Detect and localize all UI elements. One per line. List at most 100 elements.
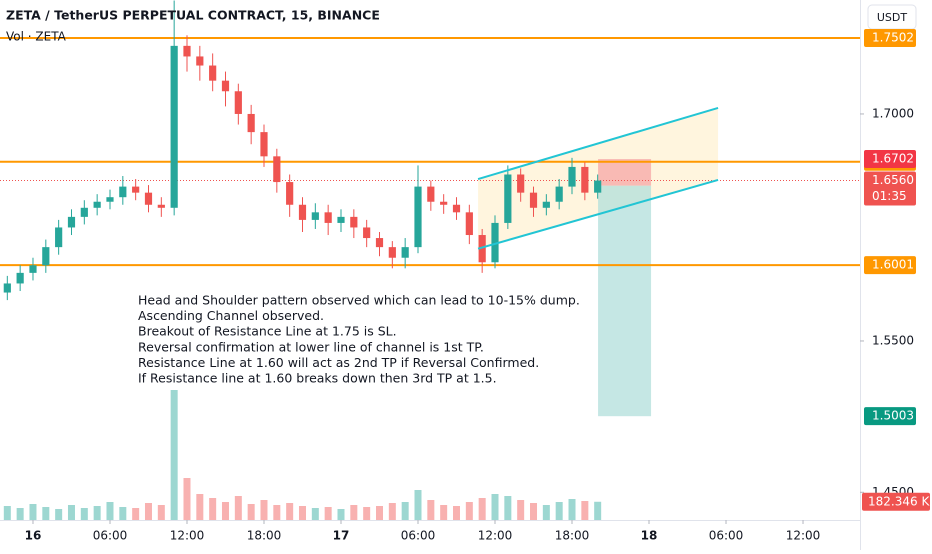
- y-tick-label: 1.5500: [872, 333, 914, 347]
- volume-bar: [221, 502, 229, 520]
- candle-body: [581, 166, 589, 193]
- x-tick-label: 12:00: [170, 529, 205, 543]
- volume-bar: [530, 503, 538, 520]
- candle-body: [144, 192, 153, 205]
- volume-bar: [93, 506, 101, 520]
- volume-bar: [414, 490, 422, 520]
- volume-tag: 182.346 K: [868, 494, 930, 508]
- stop-tag-bg: [864, 150, 916, 169]
- volume-bar: [183, 478, 191, 520]
- volume-bar: [542, 505, 550, 520]
- candle-body: [157, 204, 165, 208]
- candle-body: [273, 156, 281, 183]
- chart-subtitle: Vol · ZETA: [6, 30, 67, 44]
- candle-body: [234, 91, 242, 114]
- volume-bar: [337, 509, 345, 520]
- candle-body: [440, 201, 448, 205]
- candle-body: [542, 201, 550, 208]
- volume-bar: [465, 502, 473, 520]
- volume-bar: [491, 494, 499, 520]
- volume-bar: [401, 502, 409, 520]
- candle-body: [555, 186, 563, 202]
- volume-bar: [298, 506, 306, 520]
- volume-bar: [324, 507, 332, 520]
- volume-bar: [209, 498, 217, 520]
- x-tick-label: 18: [641, 529, 658, 543]
- candle-body: [29, 265, 37, 273]
- annotation-text: Head and Shoulder pattern observed which…: [138, 293, 580, 308]
- stop-zone: [598, 159, 652, 186]
- annotation-text: If Resistance line at 1.60 breaks down t…: [138, 371, 497, 386]
- candle-body: [106, 197, 114, 202]
- candle-body: [55, 227, 63, 248]
- annotation-text: Resistance Line at 1.60 will act as 2nd …: [138, 355, 539, 370]
- volume-bar: [517, 500, 525, 520]
- candle-body: [209, 65, 217, 81]
- x-tick-label: 18:00: [247, 529, 282, 543]
- candle-body: [568, 166, 576, 187]
- volume-bar: [273, 505, 281, 520]
- volume-bar: [157, 505, 165, 520]
- candle-body: [196, 56, 204, 66]
- candle-body: [80, 207, 88, 217]
- candle-body: [42, 247, 50, 266]
- volume-bar: [247, 504, 255, 520]
- candle-body: [298, 204, 307, 220]
- volume-bar: [581, 501, 589, 520]
- level-tag: 1.6001: [872, 258, 914, 272]
- channel-line: [477, 178, 719, 250]
- volume-bar: [311, 508, 319, 520]
- x-tick-label: 18:00: [555, 529, 590, 543]
- volume-bar: [234, 496, 242, 520]
- annotation-text: Breakout of Resistance Line at 1.75 is S…: [138, 324, 397, 339]
- target-zone: [598, 185, 652, 417]
- currency[interactable]: USDT: [877, 11, 908, 24]
- x-tick-label: 06:00: [93, 529, 128, 543]
- candle-body: [119, 186, 127, 198]
- candle-body: [337, 216, 345, 223]
- x-tick-label: 12:00: [478, 529, 513, 543]
- x-tick-label: 12:00: [786, 529, 821, 543]
- level-tag-bg: [864, 256, 916, 275]
- volume-bar: [16, 508, 24, 520]
- candle-body: [427, 186, 435, 202]
- level-tag: 1.7502: [872, 30, 914, 44]
- volume-bar: [80, 508, 88, 520]
- candle-body: [388, 247, 396, 258]
- x-tick-label: 06:00: [709, 529, 744, 543]
- volume-bar: [555, 502, 563, 520]
- volume-bar: [3, 506, 11, 520]
- volume-bar: [132, 508, 140, 520]
- candle-body: [517, 174, 525, 193]
- plot-area: [0, 0, 860, 520]
- candle-body: [221, 80, 230, 92]
- volume-bar: [478, 498, 486, 520]
- volume-bar: [453, 506, 461, 520]
- candle-body: [465, 212, 473, 236]
- candle-body: [529, 192, 538, 208]
- candle-body: [260, 132, 268, 157]
- x-tick-label: 17: [333, 529, 350, 543]
- candle-body: [67, 216, 76, 228]
- candle-body: [504, 174, 512, 223]
- volume-bar: [42, 507, 50, 520]
- level-tag-bg: [864, 28, 916, 47]
- candle-body: [363, 227, 371, 239]
- candle-body: [3, 283, 11, 293]
- last-price-tag: 1.6560: [872, 173, 914, 187]
- candle-body: [478, 235, 486, 263]
- candle-body: [311, 212, 319, 220]
- channel-line: [477, 106, 719, 180]
- annotation-text: Reversal confirmation at lower line of c…: [138, 339, 484, 354]
- countdown: 01:35: [872, 189, 907, 203]
- volume-bar: [144, 503, 152, 520]
- volume-bar: [375, 506, 383, 520]
- volume-tag-bg: [862, 492, 930, 511]
- volume-bar: [286, 503, 294, 520]
- volume-bar: [594, 501, 602, 520]
- last-price-tag-bg: [864, 171, 916, 206]
- candle-body: [414, 186, 422, 248]
- volume-bar: [170, 390, 178, 520]
- candle-body: [286, 182, 294, 205]
